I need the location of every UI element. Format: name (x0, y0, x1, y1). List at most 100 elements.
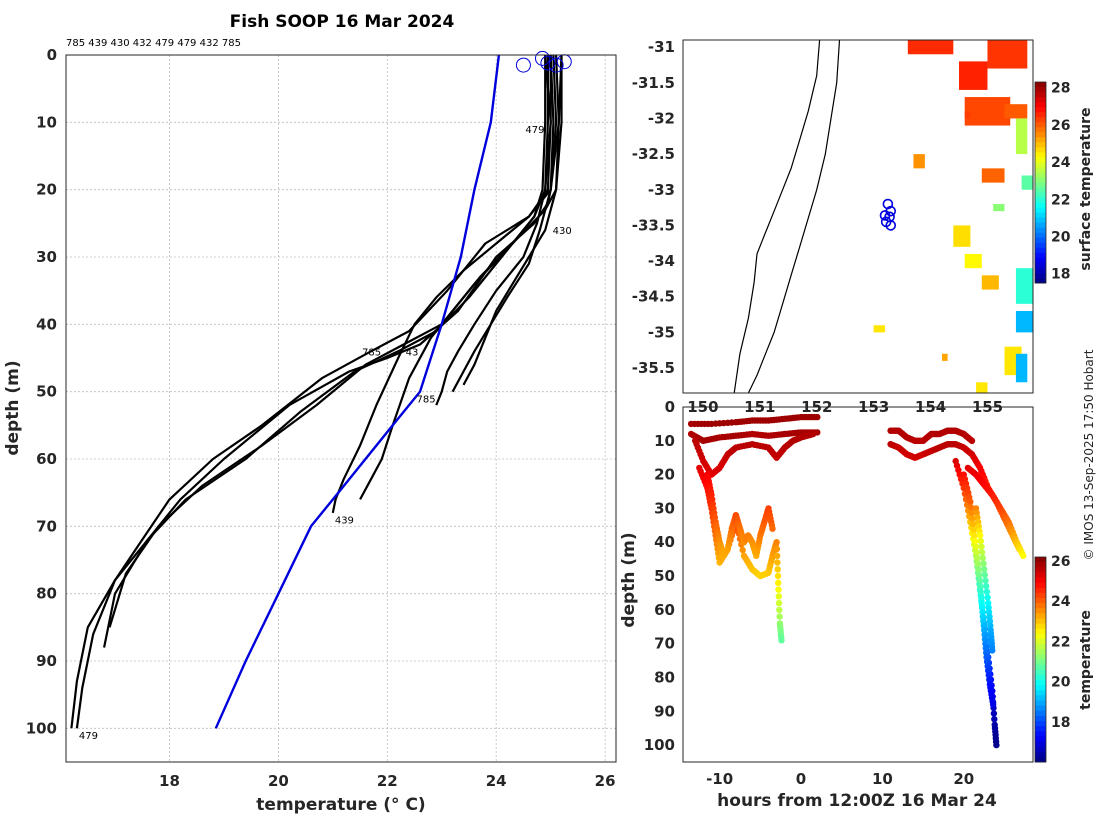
temperature-dot (977, 588, 984, 595)
time-depth-colorbar-segment (1035, 674, 1046, 681)
sst-patch (1021, 175, 1033, 190)
map-colorbar-frame (1034, 81, 1047, 284)
time-depth-axes-box (682, 406, 1034, 763)
time-depth-colorbar-segment (1035, 582, 1046, 589)
map-colorbar-segment (1035, 247, 1046, 254)
profile-ytick-label: 90 (36, 652, 57, 670)
map-colorbar-segment (1035, 162, 1046, 168)
time-depth-colorbar-segment (1035, 577, 1046, 584)
temperature-dot (981, 571, 988, 579)
drop-position-marker (879, 210, 891, 221)
time-depth-colorbar-segment (1035, 685, 1046, 691)
time-depth-colorbar-segment (1035, 639, 1046, 645)
sst-patch (1015, 118, 1028, 155)
time-depth-dots (687, 413, 1027, 749)
map-colorbar-segment (1035, 117, 1046, 123)
profile-xtick-label: 20 (268, 772, 289, 790)
temperature-dot (814, 413, 821, 421)
time-depth-colorbar-segment (1035, 562, 1046, 568)
sst-patch (976, 382, 988, 393)
temperature-dot (973, 554, 981, 562)
time-depth-colorbar: 18 20 22 24 26 (1034, 554, 1071, 763)
map-colorbar-segment (1035, 107, 1046, 113)
map-ticks: -31 -31.5 -32 -32.5 -33 -33.5 -34 -34.5 -35 -35.5… (632, 38, 1003, 416)
temperature-dot (773, 539, 780, 546)
map-background (683, 40, 1033, 393)
map-ytick-label: -34 (648, 252, 675, 270)
time-depth-colorbar-segment (1035, 726, 1046, 732)
time-depth-colorbar-frame (1034, 556, 1047, 763)
time-depth-colorbar-segment (1035, 603, 1046, 609)
map-colorbar-tick-label: 28 (1051, 81, 1070, 97)
sst-patch (907, 40, 954, 55)
map-colorbar-segment (1035, 177, 1046, 183)
temperature-dot (773, 552, 781, 559)
time-depth-colorbar-tick-label: 18 (1051, 715, 1070, 731)
time-depth-ytick-label: 10 (654, 432, 675, 450)
map-colorbar-segment (1035, 182, 1046, 189)
time-depth-colorbar-segment (1035, 592, 1046, 599)
time-depth-ytick-label: 40 (654, 533, 675, 551)
time-depth-colorbar-tick-label: 26 (1051, 554, 1070, 570)
temperature-dot (775, 599, 783, 607)
map-colorbar-segment (1035, 97, 1046, 103)
map-sst-patches (873, 40, 1033, 393)
temperature-dot (974, 560, 981, 567)
map-colorbar-segment (1035, 167, 1046, 173)
time-depth-ytick-label: 100 (644, 736, 675, 754)
time-depth-colorbar-segment (1035, 649, 1046, 655)
profile-id-label: 479 (525, 125, 544, 136)
sst-patch (1015, 353, 1028, 383)
temperature-dot (975, 571, 983, 579)
temperature-dot (991, 716, 998, 723)
temperature-dot (778, 637, 785, 644)
time-depth-ytick-label: 70 (654, 635, 675, 653)
map-colorbar-segment (1035, 82, 1046, 88)
sst-patch (964, 253, 982, 269)
temperature-dot (774, 572, 782, 580)
temperature-dot (1020, 552, 1027, 559)
surface-drop-marker (540, 55, 556, 71)
time-depth-colorbar-segment (1035, 695, 1046, 701)
credit-label: © IMOS 13-Sep-2025 17:50 Hobart (1082, 349, 1096, 560)
map-ytick-label: -32 (648, 109, 675, 127)
temperature-dot (775, 586, 782, 593)
profile-line (435, 55, 550, 406)
map-colorbar-segment (1035, 267, 1046, 274)
surface-drop-marker (548, 57, 564, 73)
map-ytick-label: -33 (648, 181, 675, 199)
time-depth-colorbar-segment (1035, 572, 1046, 578)
map-colorbar-segment (1035, 252, 1046, 259)
map-ytick-label: -35 (648, 323, 675, 341)
map-colorbar: 18 20 22 24 26 28 (1034, 81, 1071, 284)
temperature-dot (975, 566, 982, 573)
time-depth-panel: -10 0 10 20 0 10 20 30 40 50 60 70 80 90 100 hours fro… (619, 398, 1094, 811)
profile-xtick-label: 22 (377, 772, 398, 790)
time-depth-ytick-label: 50 (654, 567, 675, 585)
sst-patch (873, 325, 886, 333)
sst-patch (981, 275, 999, 290)
time-depth-ylabel: depth (m) (619, 532, 639, 627)
map-ytick-label: -34.5 (632, 288, 675, 306)
profile-ytick-label: 20 (36, 181, 57, 199)
temperature-dot (970, 526, 977, 533)
temperature-dot (976, 577, 983, 584)
map-colorbar-segment (1035, 112, 1046, 118)
map-colorbar-tick-label: 26 (1051, 118, 1070, 134)
drop-ids-label: 785 439 430 432 479 479 432 785 (66, 38, 241, 49)
profile-ytick-label: 0 (47, 46, 57, 64)
map-colorbar-segment (1035, 232, 1046, 239)
temperature-dot (978, 543, 985, 550)
profile-ytick-label: 70 (36, 517, 57, 535)
time-depth-colorbar-segment (1035, 705, 1046, 712)
time-depth-ticks: -10 0 10 20 0 10 20 30 40 50 60 70 80 90 100 (644, 398, 975, 788)
time-depth-xtick-label: 20 (953, 770, 974, 788)
map-colorbar-segment (1035, 122, 1046, 128)
time-depth-colorbar-segment (1035, 557, 1046, 563)
sst-patch (1004, 104, 1028, 119)
profile-id-label: 430 (553, 226, 572, 237)
map-colorbar-segment (1035, 242, 1046, 249)
time-depth-colorbar-segment (1035, 664, 1046, 671)
profile-id-label: 785 (362, 347, 381, 358)
profile-id-label: 43 (406, 347, 419, 358)
